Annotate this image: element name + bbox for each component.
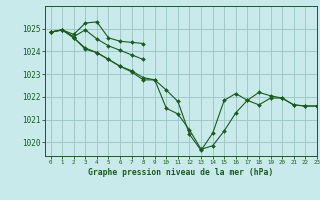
X-axis label: Graphe pression niveau de la mer (hPa): Graphe pression niveau de la mer (hPa) — [88, 168, 273, 177]
